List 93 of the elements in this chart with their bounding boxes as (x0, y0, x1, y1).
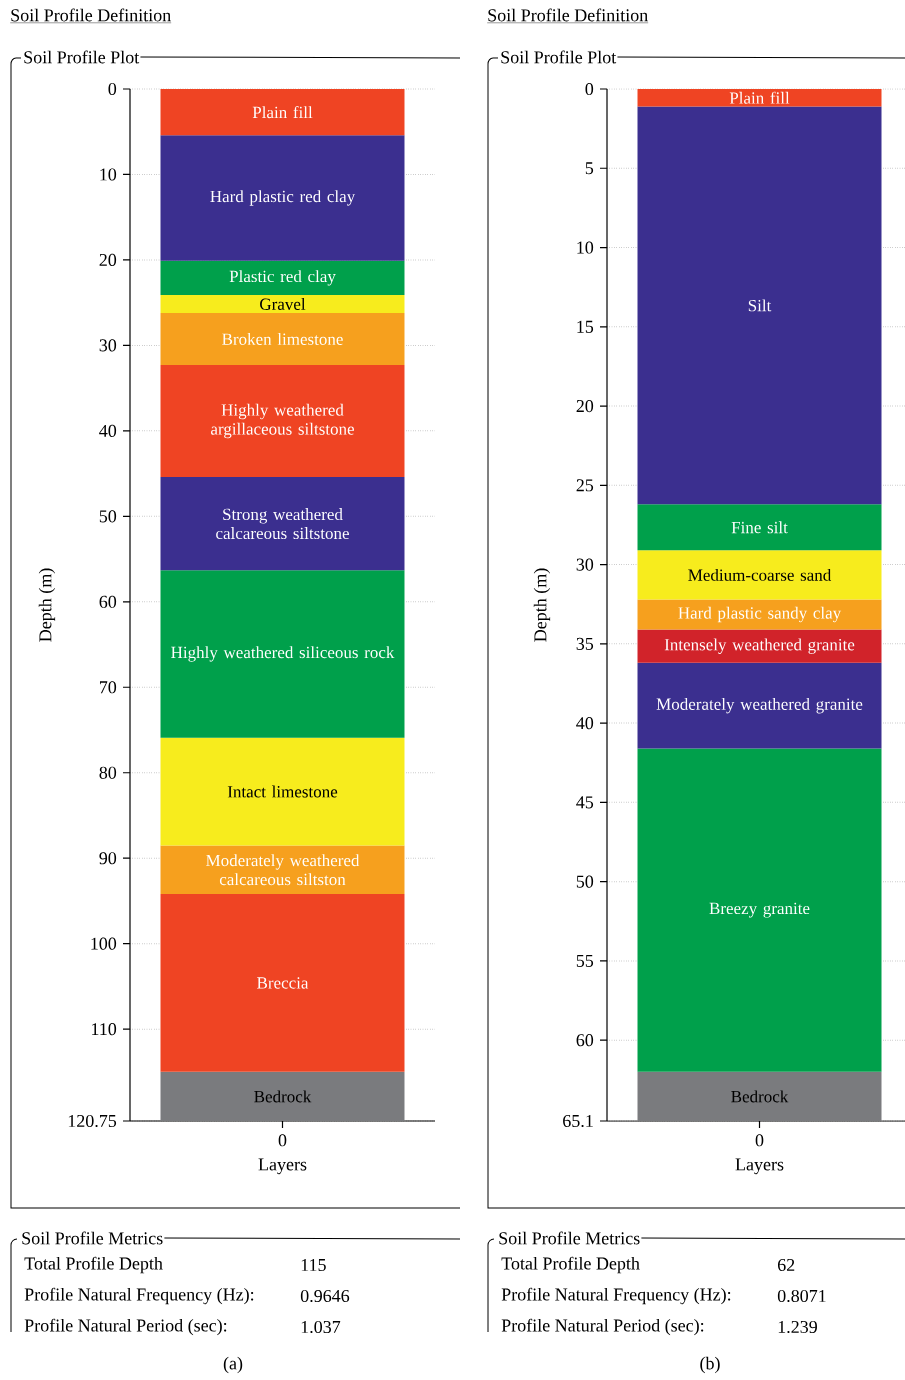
y-tick-label: 10 (100, 168, 117, 181)
y-tick-label: 55 (576, 954, 594, 967)
y-tick-label: 60 (99, 595, 117, 608)
text: Soil Profile Metrics (499, 1231, 640, 1245)
bar (637, 629, 882, 663)
bar (160, 294, 405, 313)
y-tick-label: 0 (585, 82, 594, 96)
text: 62 (777, 1258, 795, 1272)
bar (160, 260, 405, 295)
text: Soil Profile Metrics (22, 1231, 163, 1245)
series-label: Hard plastic red clay (210, 190, 356, 206)
bar (637, 550, 882, 600)
bar (637, 89, 882, 107)
series-label: Breccia (257, 977, 309, 989)
bar (160, 365, 405, 478)
y-tick-label: 40 (576, 717, 594, 730)
text: 0.9646 (300, 1289, 350, 1303)
text: (b) (700, 1356, 720, 1374)
bar (160, 1071, 405, 1122)
bar (160, 894, 405, 1072)
y-tick-label: 60 (576, 1034, 594, 1047)
chart-title: Soil Profile Definition (11, 8, 171, 22)
y-tick-label: 40 (99, 424, 117, 437)
bar (637, 106, 882, 505)
series-label: Highly weathered argillaceous siltstone (211, 403, 355, 439)
chart-title: Soil Profile Definition (488, 8, 648, 22)
y-tick-label: 110 (92, 1023, 117, 1036)
series-label: Gravel (260, 297, 306, 310)
bar (160, 135, 405, 261)
y-tick-label: 0 (108, 82, 117, 96)
text: Profile Natural Period (sec): (24, 1318, 227, 1336)
text: (a) (223, 1356, 243, 1374)
text: 1.037 (301, 1320, 341, 1334)
chart-subtitle: Soil Profile Plot (501, 50, 617, 64)
series-label: Highly weathered siliceous rock (171, 646, 395, 662)
y-tick-label: 65.1 (563, 1114, 593, 1128)
series-label: Hard plastic sandy clay (678, 606, 842, 623)
bar (160, 89, 405, 136)
bar (160, 477, 405, 571)
bar (160, 312, 405, 366)
y-tick-label: 20 (99, 253, 117, 266)
bar (160, 845, 405, 895)
y-tick-label: 90 (99, 852, 117, 865)
series-label: Bedrock (731, 1090, 789, 1103)
bar (637, 1071, 882, 1122)
text: Profile Natural Frequency (Hz): (501, 1287, 731, 1305)
y-tick-label: 15 (577, 320, 594, 333)
y-axis-title: Depth (m) (38, 568, 56, 642)
series-label: Moderately weathered calcareous siltston (206, 854, 360, 886)
series-label: Fine silt (731, 521, 788, 534)
y-tick-label: 120.75 (68, 1114, 117, 1128)
y-tick-label: 30 (99, 339, 117, 352)
series-label: Silt (748, 299, 772, 312)
y-tick-label: 80 (99, 766, 117, 779)
y-tick-label: 5 (585, 162, 594, 175)
chart-subtitle: Soil Profile Plot (24, 50, 140, 64)
series-label: Medium-coarse sand (688, 568, 832, 581)
series-label: Bedrock (254, 1090, 312, 1103)
y-tick-label: 70 (99, 681, 117, 694)
series-label: Plastic red clay (229, 270, 336, 286)
series-label: Plain fill (252, 105, 313, 119)
series-label: Intensely weathered granite (664, 638, 855, 654)
series-label: Intact limestone (227, 785, 338, 798)
y-axis-title: Depth (m) (533, 568, 551, 642)
text: Profile Natural Period (sec): (501, 1318, 704, 1336)
bar (637, 504, 882, 551)
bar (637, 599, 882, 630)
bar (637, 748, 882, 1072)
text: 1.239 (778, 1320, 817, 1334)
y-tick-label: 45 (576, 796, 594, 809)
series-label: Broken limestone (222, 332, 343, 345)
series-label: Plain fill (729, 91, 790, 104)
x-axis-title: Layers (735, 1158, 784, 1175)
y-tick-label: 50 (576, 875, 594, 888)
bar (160, 570, 405, 738)
text: 0.8071 (777, 1289, 826, 1303)
x-axis-title: Layers (258, 1158, 307, 1175)
y-tick-label: 100 (91, 937, 117, 950)
bar (160, 737, 405, 846)
text: Total Profile Depth (24, 1256, 163, 1274)
text: Profile Natural Frequency (Hz): (24, 1287, 254, 1305)
text: Total Profile Depth (501, 1256, 640, 1274)
text: 115 (301, 1258, 326, 1272)
y-tick-label: 10 (577, 241, 594, 254)
series-label: Moderately weathered granite (656, 697, 863, 714)
y-tick-label: 25 (576, 479, 594, 492)
y-tick-label: 50 (99, 510, 117, 523)
series-label: Strong weathered calcareous siltstone (216, 508, 349, 540)
y-tick-label: 35 (576, 637, 594, 650)
bar (637, 662, 882, 749)
series-label: Breezy granite (709, 902, 810, 918)
y-tick-label: 20 (576, 399, 594, 413)
y-tick-label: 30 (576, 558, 594, 571)
